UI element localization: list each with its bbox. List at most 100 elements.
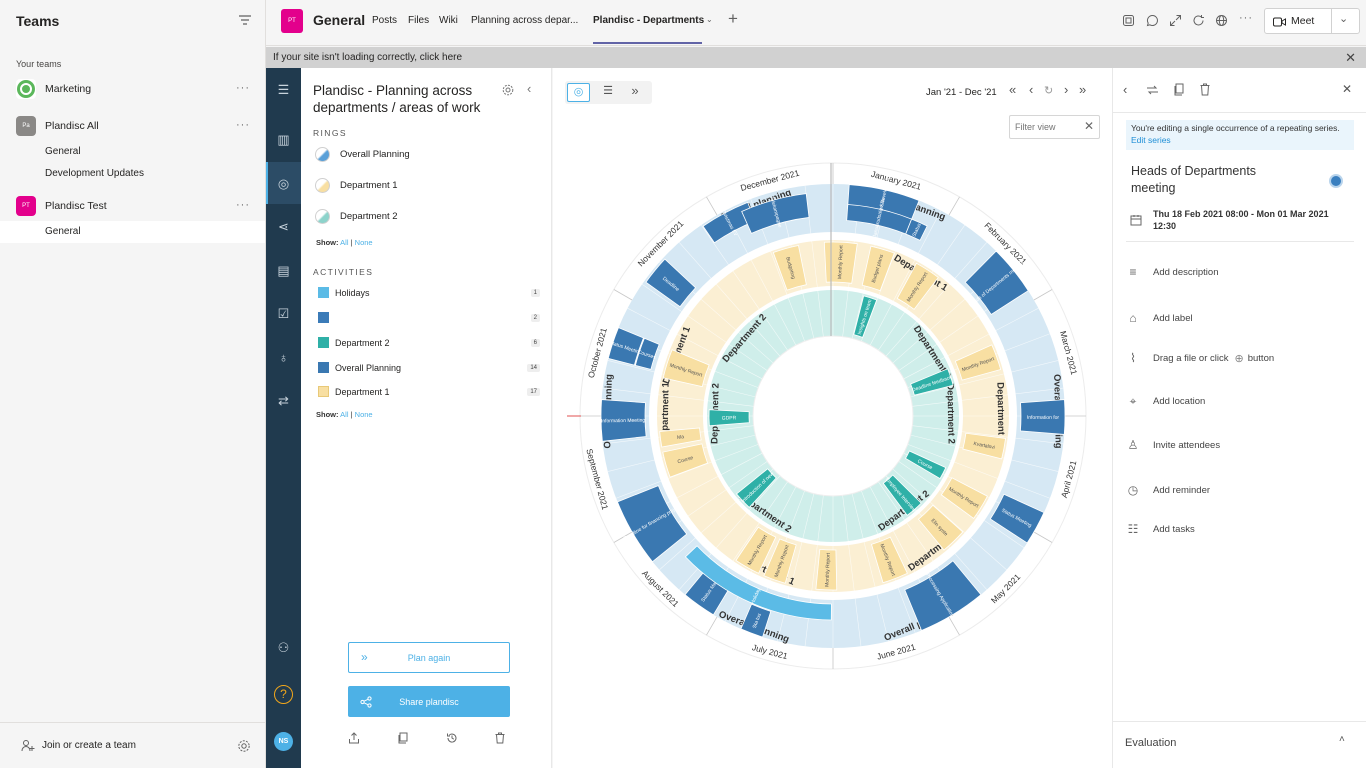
event-date-range[interactable]: Thu 18 Feb 2021 08:00 - Mon 01 Mar 2021 … bbox=[1153, 209, 1329, 231]
copy-icon[interactable] bbox=[397, 732, 409, 744]
add-description[interactable]: ≡ Add description bbox=[1126, 265, 1218, 279]
history-icon[interactable] bbox=[446, 732, 458, 744]
add-location[interactable]: ⌖ Add location bbox=[1126, 394, 1206, 408]
team-plandisc-all[interactable]: Pa Plandisc All ··· bbox=[16, 116, 256, 136]
share-icon[interactable]: ⋖ bbox=[278, 219, 289, 234]
activity-holidays[interactable]: Holidays 1 bbox=[318, 287, 540, 298]
join-create-team-link[interactable]: Join or create a team bbox=[42, 740, 136, 751]
copy-icon[interactable] bbox=[1173, 83, 1185, 96]
trash-icon[interactable] bbox=[494, 732, 506, 744]
add-tasks[interactable]: ☷ Add tasks bbox=[1126, 522, 1195, 536]
more-icon[interactable]: ··· bbox=[236, 119, 250, 131]
meet-dropdown-icon[interactable]: ⌄ bbox=[1339, 13, 1349, 25]
building-icon[interactable]: ▤ bbox=[277, 263, 290, 278]
event-title[interactable]: Heads of Departments meeting bbox=[1131, 164, 1257, 195]
list-view-toggle[interactable]: ☰ bbox=[603, 85, 613, 97]
disc-canvas: ◎ ☰ » Jan '21 - Dec '21 « ‹ ↻ › » ✕ Janu… bbox=[553, 68, 1112, 768]
team-marketing[interactable]: Marketing ··· bbox=[16, 79, 256, 99]
activity-department-2[interactable]: Department 2 6 bbox=[318, 337, 540, 348]
expand-icon[interactable] bbox=[1169, 14, 1182, 27]
expand-view-toggle[interactable]: » bbox=[631, 83, 639, 98]
gear-icon[interactable] bbox=[237, 739, 251, 753]
more-icon[interactable]: ··· bbox=[236, 199, 250, 211]
chevron-down-icon[interactable]: ⌄ bbox=[706, 15, 713, 24]
nav-selected-bg bbox=[266, 162, 301, 204]
show-all-link[interactable]: All bbox=[340, 238, 349, 247]
tab-files[interactable]: Files bbox=[408, 15, 430, 26]
week-spoke bbox=[842, 495, 862, 647]
add-tab-icon[interactable]: + bbox=[728, 9, 738, 28]
activity-department-1[interactable]: Department 1 17 bbox=[318, 386, 540, 397]
rings-show-filter: Show: All | None bbox=[316, 238, 373, 247]
invite-attendees[interactable]: ♙ Invite attendees bbox=[1126, 438, 1220, 452]
team-plandisc-test[interactable]: PT Plandisc Test ··· bbox=[16, 196, 256, 216]
activity-overall-planning[interactable]: Overall Planning 14 bbox=[318, 362, 540, 373]
channel-development-updates[interactable]: Development Updates bbox=[45, 168, 144, 179]
chat-icon[interactable] bbox=[1146, 14, 1159, 27]
menu-icon[interactable]: ☰ bbox=[277, 82, 290, 97]
filter-icon[interactable] bbox=[238, 14, 252, 26]
meet-button[interactable]: Meet bbox=[1291, 15, 1315, 27]
show-none-link[interactable]: None bbox=[354, 410, 373, 419]
export-icon[interactable] bbox=[348, 732, 360, 744]
bucket-icon[interactable]: ♁ bbox=[278, 350, 289, 365]
help-icon[interactable]: ? bbox=[274, 685, 293, 704]
event-color-dot[interactable] bbox=[1329, 174, 1343, 188]
ring-overall-planning[interactable]: Overall Planning bbox=[315, 147, 410, 162]
move-icon[interactable] bbox=[1146, 84, 1159, 96]
next-period-icon[interactable]: › bbox=[1064, 82, 1069, 97]
close-icon[interactable]: ✕ bbox=[1345, 50, 1356, 65]
disc-view-toggle[interactable]: ◎ bbox=[567, 83, 590, 102]
collapse-chevron-icon[interactable]: ˄ bbox=[1339, 734, 1345, 745]
activity-unnamed[interactable]: 2 bbox=[318, 312, 540, 323]
dashboard-icon[interactable]: ▥ bbox=[277, 132, 290, 147]
channel-general[interactable]: General bbox=[45, 146, 81, 157]
ring-department-2[interactable]: Department 2 bbox=[315, 209, 398, 224]
date-range: Jan '21 - Dec '21 bbox=[926, 87, 997, 98]
filter-view-input[interactable] bbox=[1015, 120, 1080, 134]
tab-plandisc-departments[interactable]: Plandisc - Departments bbox=[593, 15, 705, 26]
globe-icon[interactable] bbox=[1215, 14, 1228, 27]
site-notice-link[interactable]: If your site isn't loading correctly, cl… bbox=[273, 52, 463, 63]
evaluation-section[interactable]: Evaluation bbox=[1125, 737, 1177, 749]
reset-period-icon[interactable]: ↻ bbox=[1044, 85, 1054, 97]
first-period-icon[interactable]: « bbox=[1009, 82, 1017, 97]
add-reminder[interactable]: ◷ Add reminder bbox=[1126, 483, 1210, 497]
previous-period-icon[interactable]: ‹ bbox=[1029, 82, 1034, 97]
add-attachment[interactable]: ⌇ Drag a file or click ⊕ button bbox=[1126, 351, 1274, 365]
add-label[interactable]: ⌂ Add label bbox=[1126, 311, 1192, 325]
task-list-icon: ☷ bbox=[1127, 522, 1139, 536]
plan-again-button[interactable]: » Plan again bbox=[348, 642, 510, 673]
refresh-icon[interactable] bbox=[1192, 14, 1205, 27]
tab-wiki[interactable]: Wiki bbox=[439, 15, 458, 26]
people-icon[interactable]: ⚇ bbox=[277, 640, 290, 655]
share-plandisc-button[interactable]: Share plandisc bbox=[348, 686, 510, 717]
last-period-icon[interactable]: » bbox=[1079, 82, 1087, 97]
show-all-link[interactable]: All bbox=[340, 410, 349, 419]
ring-label: Department 1 bbox=[340, 180, 398, 191]
checklist-icon[interactable]: ☑ bbox=[277, 306, 290, 321]
disc-view-icon[interactable]: ◎ bbox=[277, 176, 290, 191]
settings-gear-icon[interactable] bbox=[502, 84, 514, 96]
user-avatar[interactable]: NS bbox=[274, 732, 293, 751]
channel-general-selected[interactable]: General bbox=[0, 221, 265, 243]
app-icon[interactable] bbox=[1122, 14, 1135, 27]
more-icon[interactable]: ··· bbox=[236, 82, 250, 94]
more-options-icon[interactable]: ··· bbox=[1239, 12, 1253, 24]
week-spoke bbox=[615, 444, 759, 499]
clear-filter-icon[interactable]: ✕ bbox=[1084, 119, 1095, 133]
back-icon[interactable]: ‹ bbox=[1123, 82, 1128, 97]
trash-icon[interactable] bbox=[1199, 83, 1211, 96]
edit-series-link[interactable]: Edit series bbox=[1131, 135, 1171, 145]
collapse-panel-icon[interactable]: ‹ bbox=[527, 81, 532, 96]
tab-posts[interactable]: Posts bbox=[372, 15, 398, 26]
close-icon[interactable]: ✕ bbox=[1342, 82, 1353, 96]
transfer-icon[interactable]: ⇄ bbox=[278, 393, 289, 408]
show-none-link[interactable]: None bbox=[354, 238, 373, 247]
tab-planning-across[interactable]: Planning across depar... bbox=[471, 15, 579, 26]
event-block bbox=[904, 450, 947, 480]
event-block bbox=[896, 262, 939, 310]
ring-swatch bbox=[315, 147, 330, 162]
event-block bbox=[634, 337, 660, 370]
ring-department-1[interactable]: Department 1 bbox=[315, 178, 398, 193]
